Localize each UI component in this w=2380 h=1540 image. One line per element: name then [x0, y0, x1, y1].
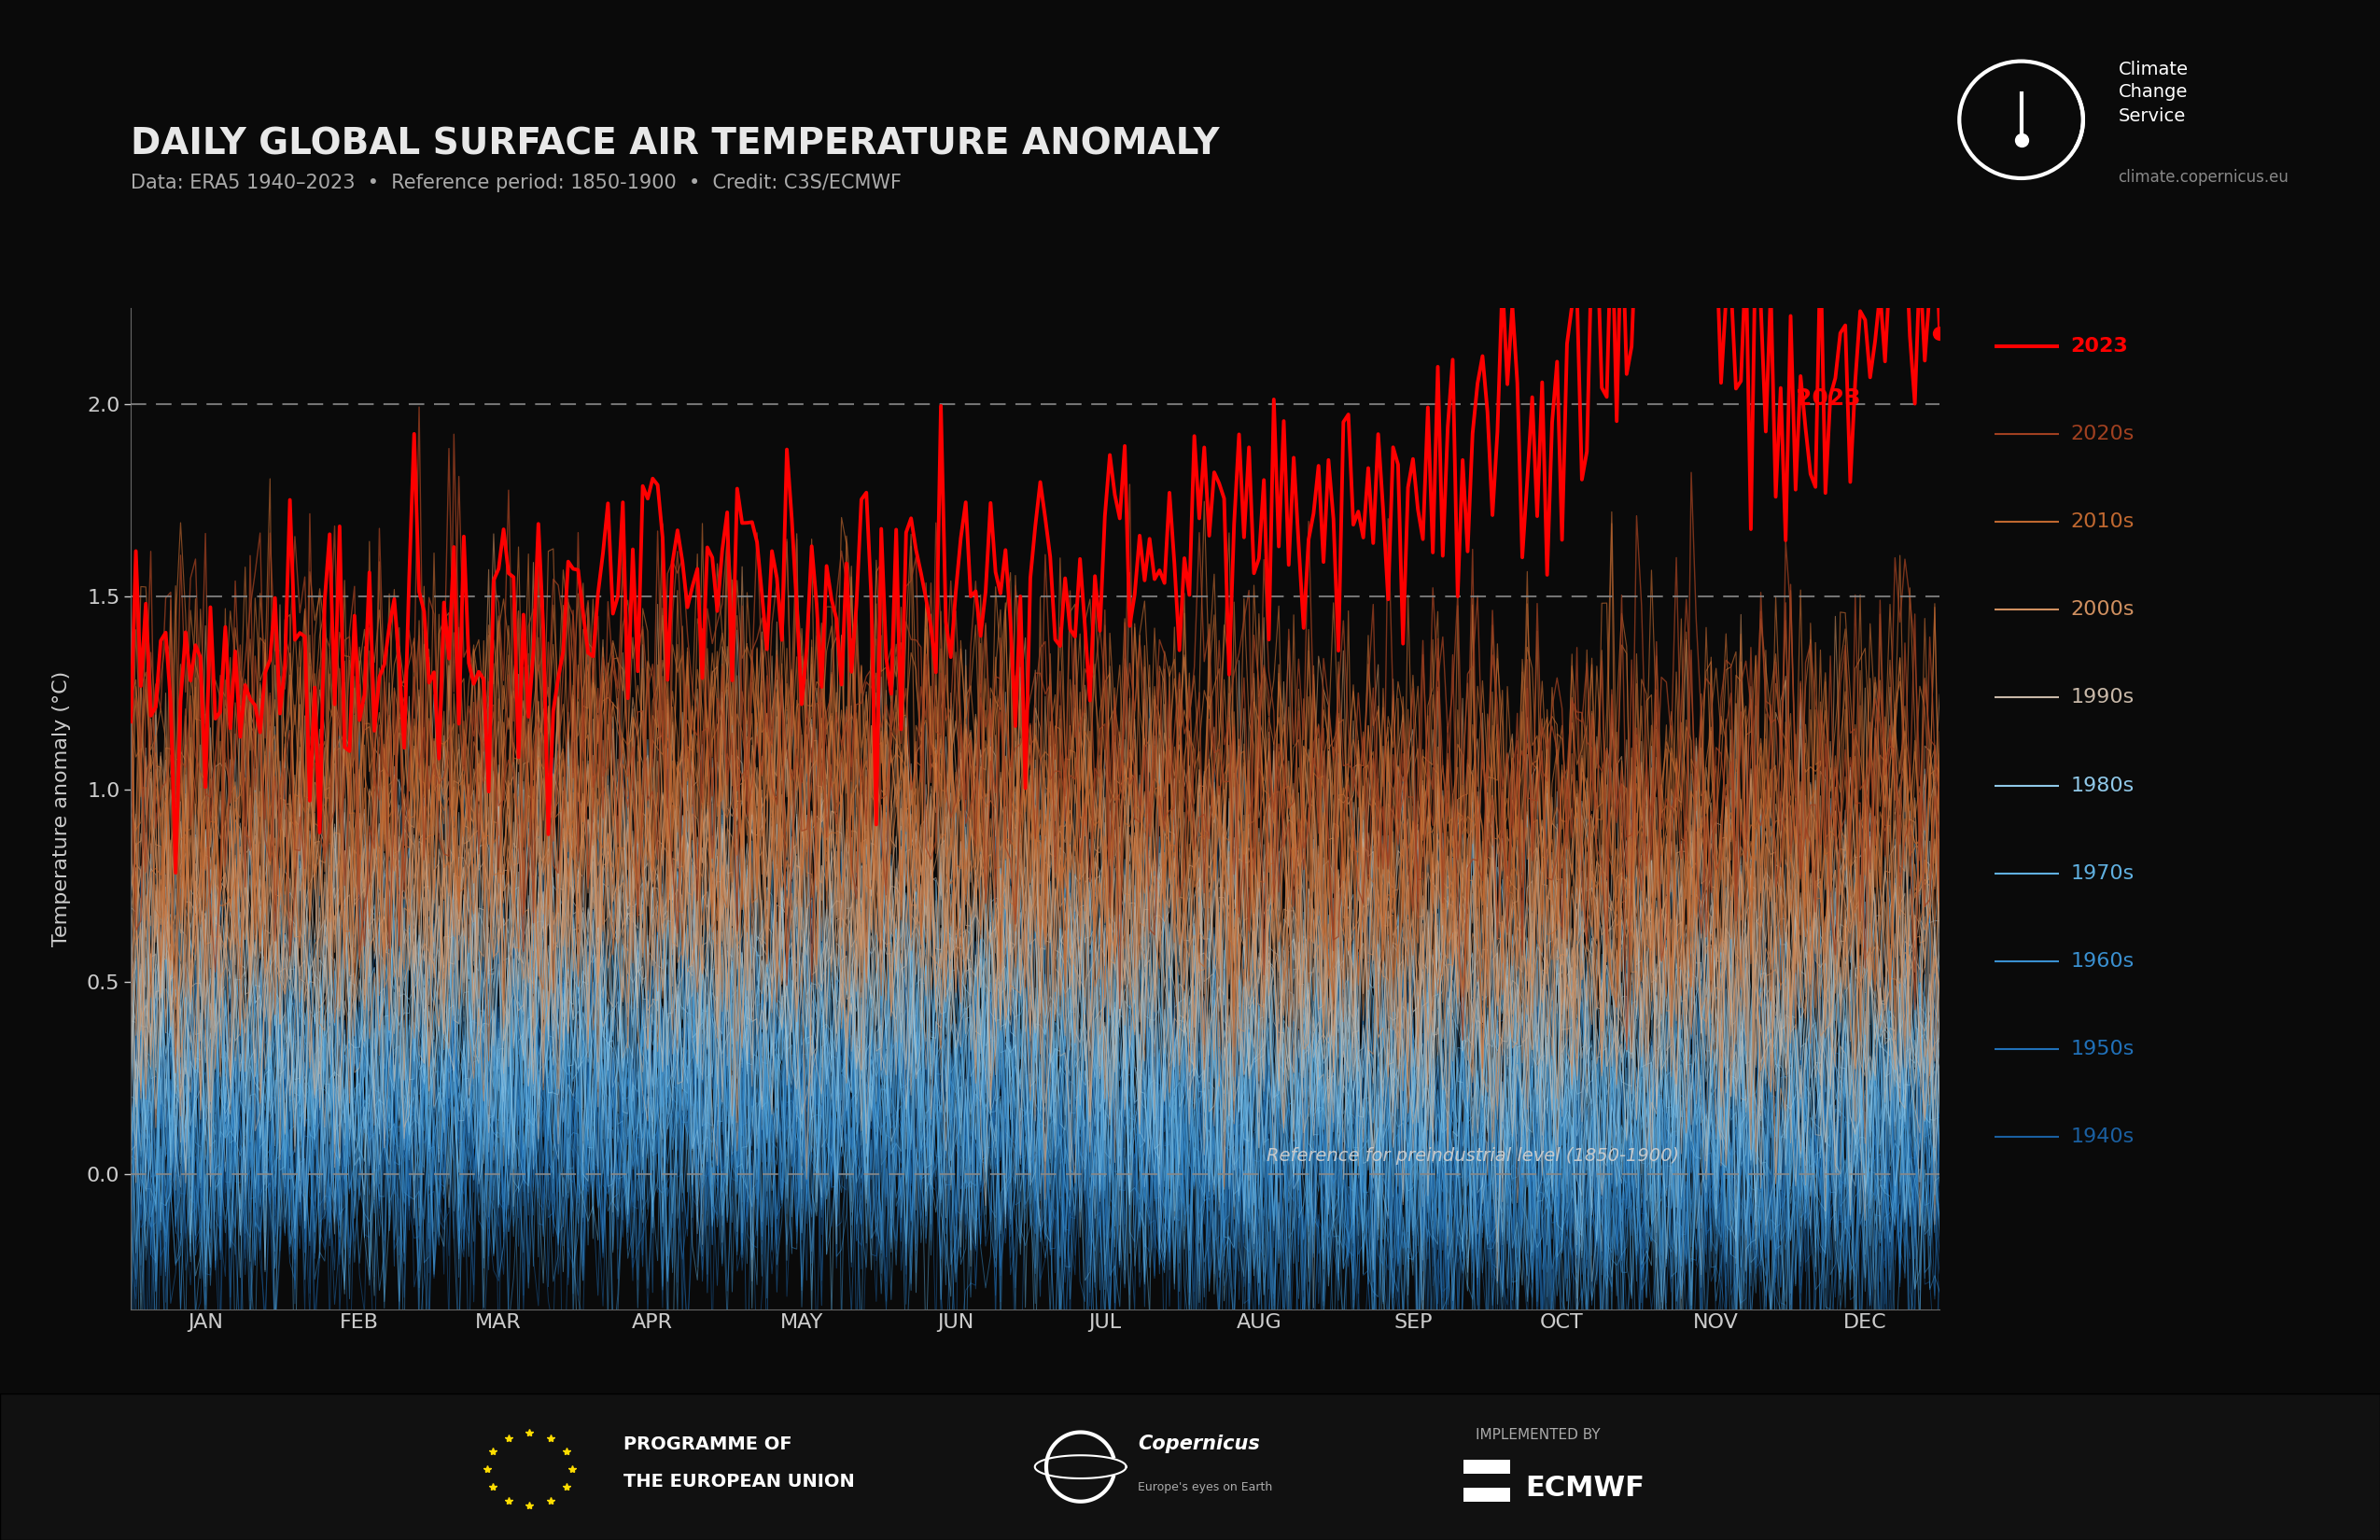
- Text: 2000s: 2000s: [2071, 601, 2135, 619]
- Text: 2010s: 2010s: [2071, 513, 2135, 531]
- Text: Data: ERA5 1940–2023  •  Reference period: 1850-1900  •  Credit: C3S/ECMWF: Data: ERA5 1940–2023 • Reference period:…: [131, 174, 902, 192]
- Text: 2023: 2023: [1795, 387, 1861, 410]
- Text: IMPLEMENTED BY: IMPLEMENTED BY: [1476, 1428, 1599, 1443]
- Y-axis label: Temperature anomaly (°C): Temperature anomaly (°C): [52, 671, 71, 946]
- Text: Europe's eyes on Earth: Europe's eyes on Earth: [1138, 1481, 1273, 1494]
- Bar: [1464, 1488, 1509, 1501]
- Text: 2023: 2023: [2071, 337, 2128, 356]
- Text: DAILY GLOBAL SURFACE AIR TEMPERATURE ANOMALY: DAILY GLOBAL SURFACE AIR TEMPERATURE ANO…: [131, 126, 1219, 162]
- Text: Reference for preindustrial level (1850-1900): Reference for preindustrial level (1850-…: [1266, 1147, 1678, 1164]
- Bar: [1464, 1460, 1509, 1474]
- Text: 2020s: 2020s: [2071, 425, 2135, 444]
- Text: climate.copernicus.eu: climate.copernicus.eu: [2118, 169, 2290, 185]
- Text: Climate
Change
Service: Climate Change Service: [2118, 60, 2187, 125]
- Text: 1940s: 1940s: [2071, 1127, 2135, 1146]
- Text: Copernicus: Copernicus: [1138, 1434, 1259, 1454]
- Text: THE EUROPEAN UNION: THE EUROPEAN UNION: [624, 1472, 854, 1491]
- Text: 1990s: 1990s: [2071, 688, 2135, 707]
- Text: 1980s: 1980s: [2071, 776, 2135, 795]
- Text: ECMWF: ECMWF: [1526, 1474, 1645, 1502]
- Text: 1960s: 1960s: [2071, 952, 2135, 970]
- Text: 1970s: 1970s: [2071, 864, 2135, 882]
- Text: 1950s: 1950s: [2071, 1040, 2135, 1058]
- Text: PROGRAMME OF: PROGRAMME OF: [624, 1435, 793, 1454]
